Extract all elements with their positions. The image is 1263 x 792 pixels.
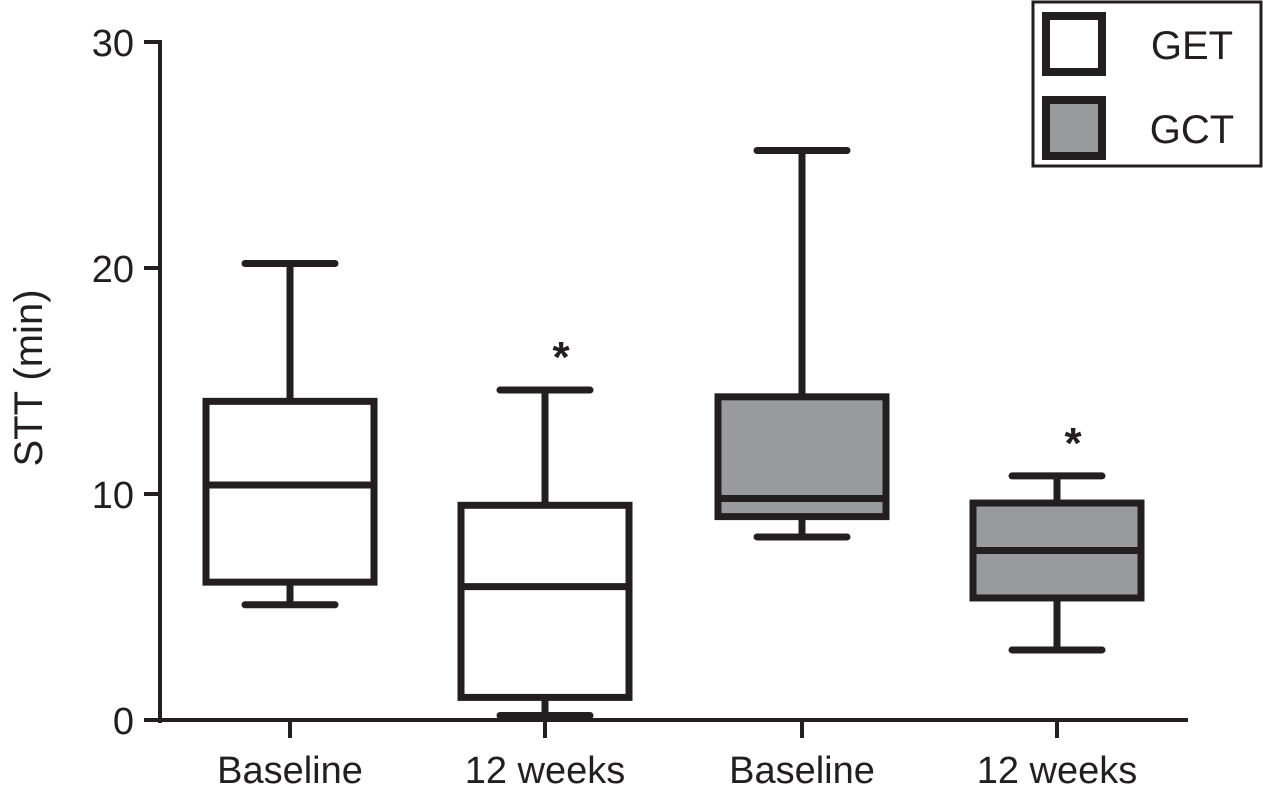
y-tick-label: 10 [92, 475, 134, 517]
legend: GET GCT [1031, 0, 1263, 168]
y-tick-label: 20 [92, 249, 134, 291]
plot-area: ** [202, 146, 1145, 719]
box-gct: * [969, 419, 1145, 654]
legend-swatch-gct [1042, 96, 1106, 160]
legend-label-get: GET [1151, 24, 1233, 68]
x-tick-label: 12 weeks [465, 750, 626, 792]
x-tick-label: Baseline [217, 750, 363, 792]
axes: 0 10 20 30 Baseline 12 weeks Baseline 12 weeks [92, 23, 1188, 792]
box-get: * [457, 333, 633, 719]
box-get [202, 259, 378, 609]
y-axis-label: STT (min) [7, 289, 51, 466]
x-tick-label: Baseline [729, 750, 875, 792]
significance-marker: * [552, 333, 570, 382]
significance-marker: * [1064, 419, 1082, 468]
y-tick-label: 0 [113, 701, 134, 743]
y-tick-label: 30 [92, 23, 134, 65]
iqr-box [202, 397, 378, 586]
legend-label-gct: GCT [1150, 108, 1234, 152]
x-tick-label: 12 weeks [977, 750, 1138, 792]
legend-swatch-get [1042, 12, 1106, 76]
iqr-box [457, 501, 633, 701]
box-gct [714, 146, 890, 541]
